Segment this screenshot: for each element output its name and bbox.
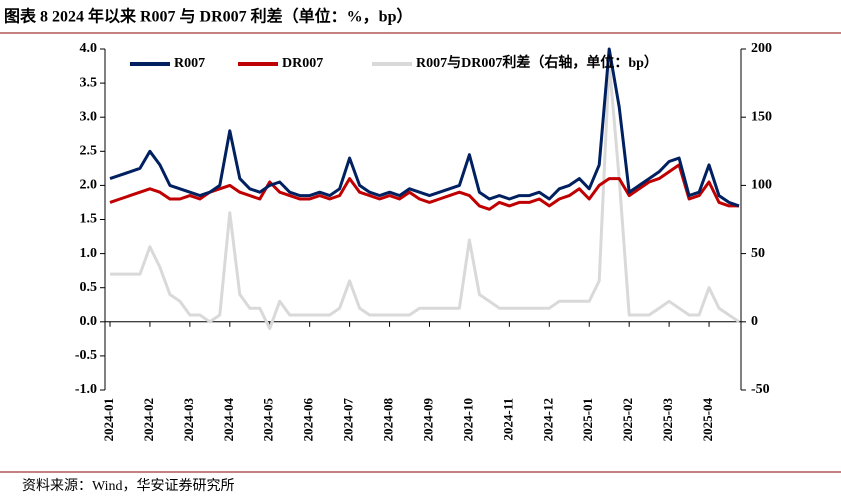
y-tick-label: 1.5 xyxy=(80,212,98,227)
x-tick-label: 2024-01 xyxy=(101,398,116,441)
y2-tick-label: 200 xyxy=(751,41,772,56)
x-tick-label: 2024-02 xyxy=(141,398,156,441)
x-tick-label: 2025-03 xyxy=(660,398,675,442)
y-tick-label: -1.0 xyxy=(75,382,97,397)
y-tick-label: 3.0 xyxy=(80,109,98,124)
x-tick-label: 2024-05 xyxy=(261,398,276,442)
x-tick-label: 2024-07 xyxy=(341,398,356,442)
x-tick-label: 2024-12 xyxy=(540,398,555,441)
y-tick-label: 0.0 xyxy=(80,314,98,329)
line-series xyxy=(109,163,739,211)
line-series xyxy=(109,47,740,208)
y2-tick-label: 0 xyxy=(751,314,758,329)
legend-label: R007 xyxy=(174,56,205,71)
y2-tick-label: -50 xyxy=(751,382,770,397)
chart-title: 图表 8 2024 年以来 R007 与 DR007 利差（单位：%，bp） xyxy=(4,7,412,26)
y-tick-label: 2.0 xyxy=(80,178,98,193)
line-series xyxy=(110,61,740,331)
source: 资料来源：Wind，华安证券研究所 xyxy=(22,478,235,494)
x-tick-label: 2024-06 xyxy=(301,398,316,442)
y2-tick-label: 100 xyxy=(751,178,772,193)
y2-tick-label: 150 xyxy=(751,109,772,124)
x-tick-label: 2025-04 xyxy=(700,398,715,442)
legend-label: R007与DR007利差（右轴，单位：bp） xyxy=(416,54,658,71)
x-tick-label: 2024-08 xyxy=(381,398,396,442)
y-tick-label: 0.5 xyxy=(80,280,98,295)
x-tick-label: 2024-09 xyxy=(420,398,435,442)
x-tick-label: 2024-04 xyxy=(221,398,236,442)
x-tick-label: 2025-02 xyxy=(620,398,635,441)
y-tick-label: 1.0 xyxy=(80,246,98,261)
y2-tick-label: 50 xyxy=(751,246,765,261)
legend-label: DR007 xyxy=(282,56,323,71)
y-tick-label: 3.5 xyxy=(80,75,98,90)
x-tick-label: 2024-10 xyxy=(460,398,475,441)
y-tick-label: 2.5 xyxy=(80,144,98,159)
x-tick-label: 2024-03 xyxy=(181,398,196,442)
y-tick-label: 4.0 xyxy=(80,41,98,56)
x-tick-label: 2025-01 xyxy=(580,398,595,441)
x-tick-label: 2024-11 xyxy=(500,398,515,441)
y-tick-label: -0.5 xyxy=(75,348,97,363)
